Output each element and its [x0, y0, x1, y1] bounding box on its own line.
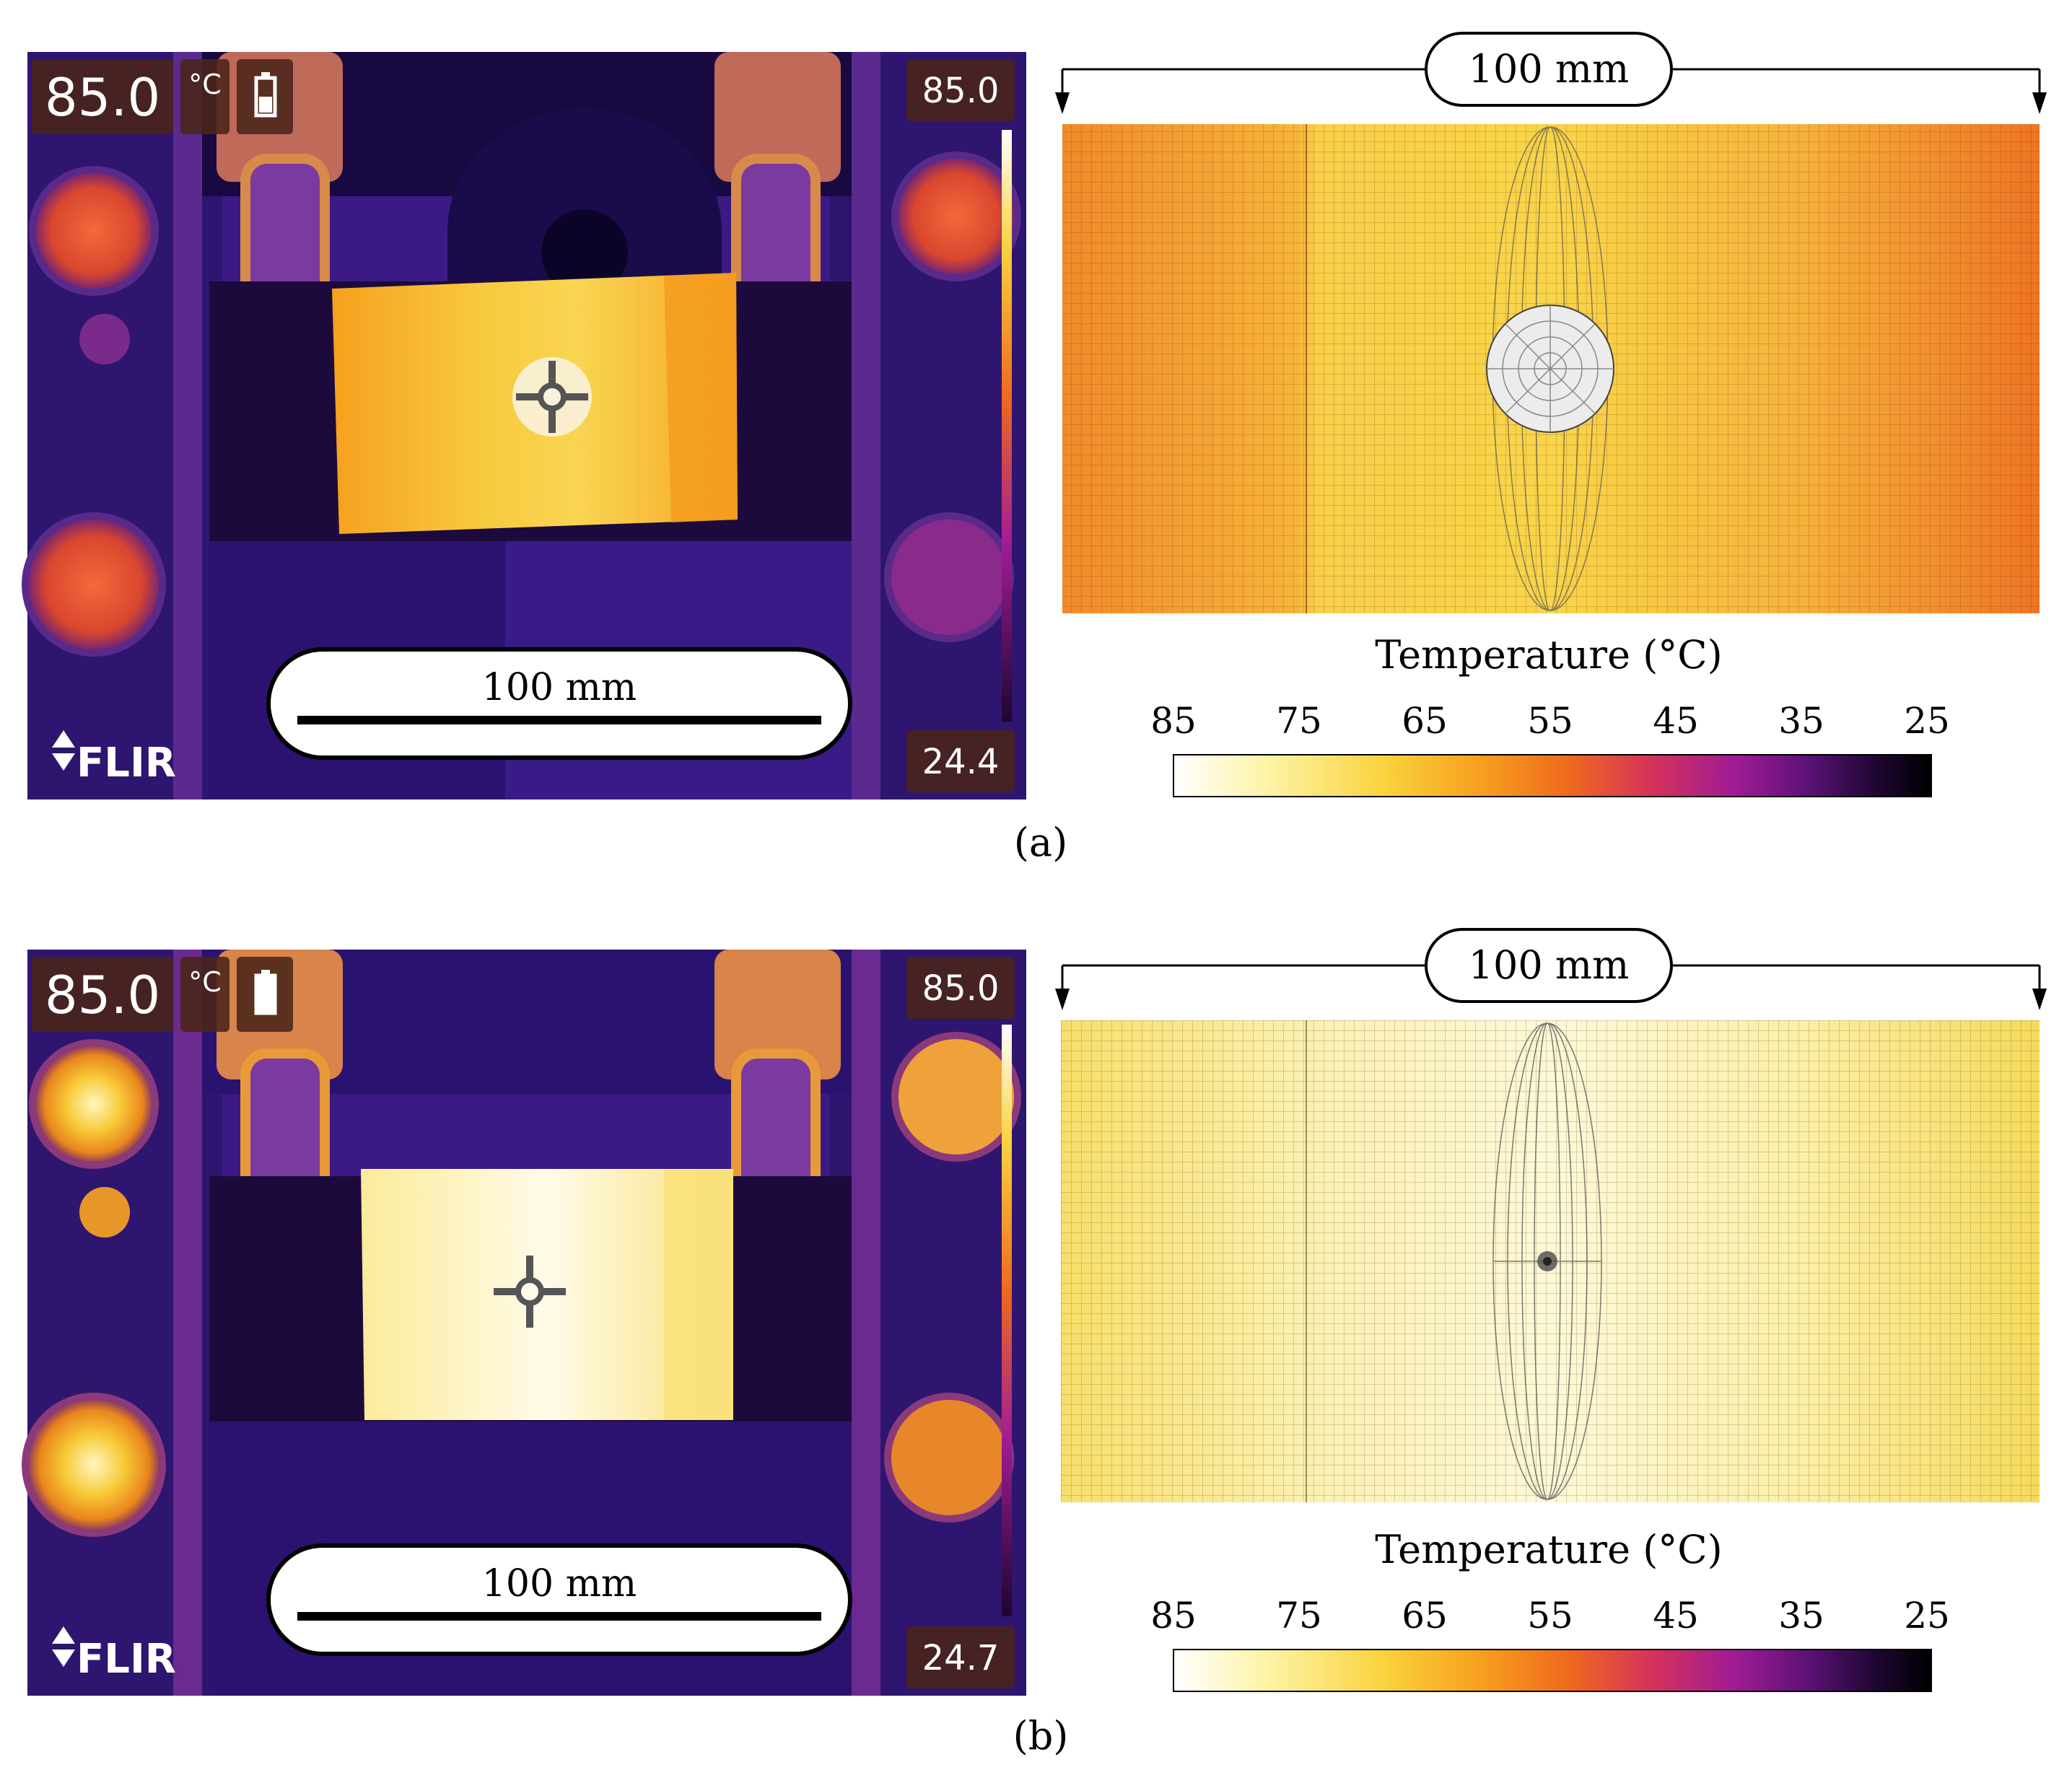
colorbar-tick: 35 — [1778, 1595, 1824, 1637]
thermal-scale-bar — [1002, 130, 1012, 722]
scale-bar-pill: 100 mm — [266, 1543, 852, 1656]
dimension-arrow: 100 mm — [1055, 928, 2047, 1010]
panel-caption-b: (b) — [1013, 1713, 1069, 1758]
scale-bar-pill: 100 mm — [266, 647, 852, 760]
spot-temperature: 85.0 — [45, 965, 160, 1025]
scale-min: 24.4 — [922, 742, 1000, 782]
colorbar-tick: 85 — [1150, 700, 1197, 742]
colorbar-tick: 65 — [1402, 700, 1448, 742]
colorbar-tick: 35 — [1778, 700, 1824, 742]
spot-temperature: 85.0 — [45, 67, 160, 128]
colorbar-ticks: 85 75 65 55 45 35 25 — [1150, 1595, 1950, 1637]
scale-max: 85.0 — [922, 71, 1000, 111]
battery-icon — [254, 72, 277, 118]
scale-bar-label: 100 mm — [482, 666, 637, 709]
battery-icon — [254, 970, 277, 1015]
dimension-label: 100 mm — [1469, 942, 1630, 988]
thermal-image-b: 85.0 °C 85.0 24.7 FLIR 100 mm — [22, 950, 1026, 1696]
flir-logo-icon: FLIR — [52, 1626, 176, 1683]
crosshair-icon — [516, 361, 588, 433]
colorbar-title: Temperature (°C) — [1375, 1527, 1722, 1572]
brand-label: FLIR — [77, 1636, 176, 1683]
colorbar-tick: 45 — [1653, 1595, 1699, 1637]
scale-min: 24.7 — [922, 1638, 1000, 1678]
panel-b: 85.0 °C 85.0 24.7 FLIR 100 mm — [22, 928, 2047, 1758]
temperature-unit: °C — [188, 966, 222, 998]
colorbar-ticks: 85 75 65 55 45 35 25 — [1150, 700, 1950, 742]
colorbar-tick: 75 — [1276, 700, 1322, 742]
temperature-unit: °C — [188, 69, 222, 100]
colorbar-tick: 55 — [1527, 1595, 1573, 1637]
colorbar-tick: 55 — [1527, 700, 1573, 742]
colorbar-tick: 25 — [1904, 700, 1950, 742]
simulation-b: 100 mm Temperature (°C) 85 75 65 55 — [1055, 928, 2047, 1692]
dimension-label: 100 mm — [1469, 46, 1630, 92]
flir-logo-icon: FLIR — [52, 730, 176, 787]
dimension-arrow: 100 mm — [1055, 32, 2047, 114]
panel-a: 85.0 °C 85.0 24.4 FLIR 100 mm — [22, 32, 2047, 865]
colorbar-tick: 25 — [1904, 1595, 1950, 1637]
brand-label: FLIR — [77, 740, 176, 787]
panel-caption-a: (a) — [1014, 820, 1067, 865]
colorbar — [1173, 754, 1932, 797]
colorbar — [1173, 1649, 1932, 1692]
refined-mesh-region — [1492, 1022, 1602, 1500]
colorbar-tick: 75 — [1276, 1595, 1322, 1637]
colorbar-tick: 45 — [1653, 700, 1699, 742]
scale-max: 85.0 — [922, 968, 1000, 1009]
thermal-image-a: 85.0 °C 85.0 24.4 FLIR 100 mm — [22, 52, 1026, 799]
simulation-a: 100 mm Temperatu — [1055, 32, 2047, 797]
hole-singularity — [1537, 1251, 1557, 1271]
crosshair-icon — [494, 1256, 566, 1328]
thermal-scale-bar — [1002, 1025, 1012, 1616]
hole-mesh — [1486, 305, 1614, 433]
colorbar-title: Temperature (°C) — [1375, 632, 1722, 678]
colorbar-tick: 65 — [1402, 1595, 1448, 1637]
colorbar-tick: 85 — [1150, 1595, 1197, 1637]
scale-bar-label: 100 mm — [482, 1562, 637, 1605]
